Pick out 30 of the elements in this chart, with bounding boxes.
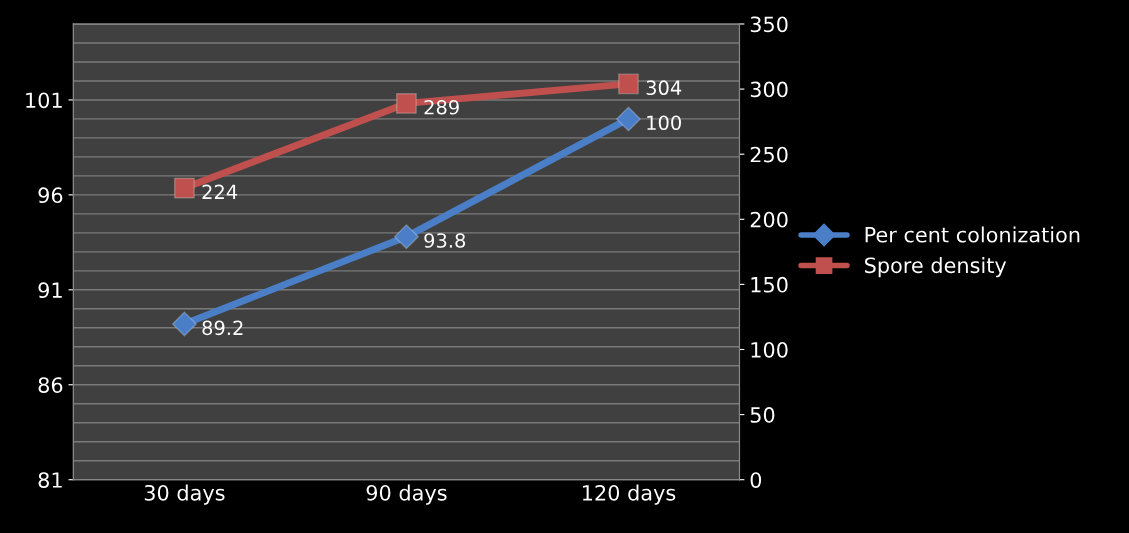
x-tick-label: 120 days: [582, 484, 676, 505]
legend-label: Per cent colonization: [865, 226, 1080, 243]
data-label: 289: [424, 99, 459, 115]
y-tick-label: 81: [38, 472, 62, 488]
point: [615, 106, 641, 132]
legend-label: Spore density: [864, 257, 1007, 278]
point: [173, 177, 195, 199]
point: [396, 92, 417, 114]
data-label: 304: [646, 80, 682, 96]
y2-tick-label: 350: [750, 16, 788, 33]
point: [393, 224, 419, 250]
data-label: 224: [202, 184, 238, 199]
data-label: 89.2: [202, 320, 243, 336]
y2-tick-label: 150: [751, 276, 788, 293]
x-tick-label: 30 days: [144, 484, 225, 505]
y2-tick-label: 200: [750, 211, 788, 228]
point: [618, 73, 639, 95]
y-tick-label: 86: [38, 377, 63, 393]
y2-tick-label: 0: [750, 472, 762, 488]
data-label: 93.8: [424, 233, 466, 248]
data-label: 100: [647, 115, 681, 131]
y-tick-label: 91: [38, 282, 62, 299]
y2-tick-label: 250: [750, 146, 788, 163]
y2-tick-label: 300: [750, 81, 788, 98]
y-tick-label: 96: [38, 187, 63, 204]
y-tick-label: 101: [26, 92, 62, 109]
y2-tick-label: 100: [751, 341, 788, 358]
y2-tick-label: 50: [750, 407, 775, 423]
x-tick-label: 90 days: [366, 484, 447, 505]
point: [171, 311, 197, 337]
